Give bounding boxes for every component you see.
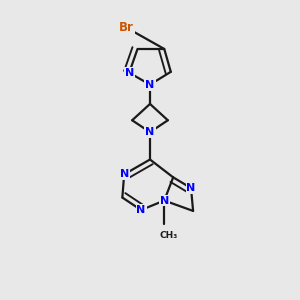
Text: N: N <box>146 80 154 90</box>
Text: N: N <box>160 196 169 206</box>
Text: N: N <box>119 169 129 179</box>
Text: Br: Br <box>119 21 134 34</box>
Text: CH₃: CH₃ <box>160 230 178 239</box>
Text: N: N <box>124 68 134 78</box>
Text: N: N <box>136 205 146 215</box>
Text: N: N <box>146 127 154 137</box>
Text: N: N <box>186 183 196 193</box>
